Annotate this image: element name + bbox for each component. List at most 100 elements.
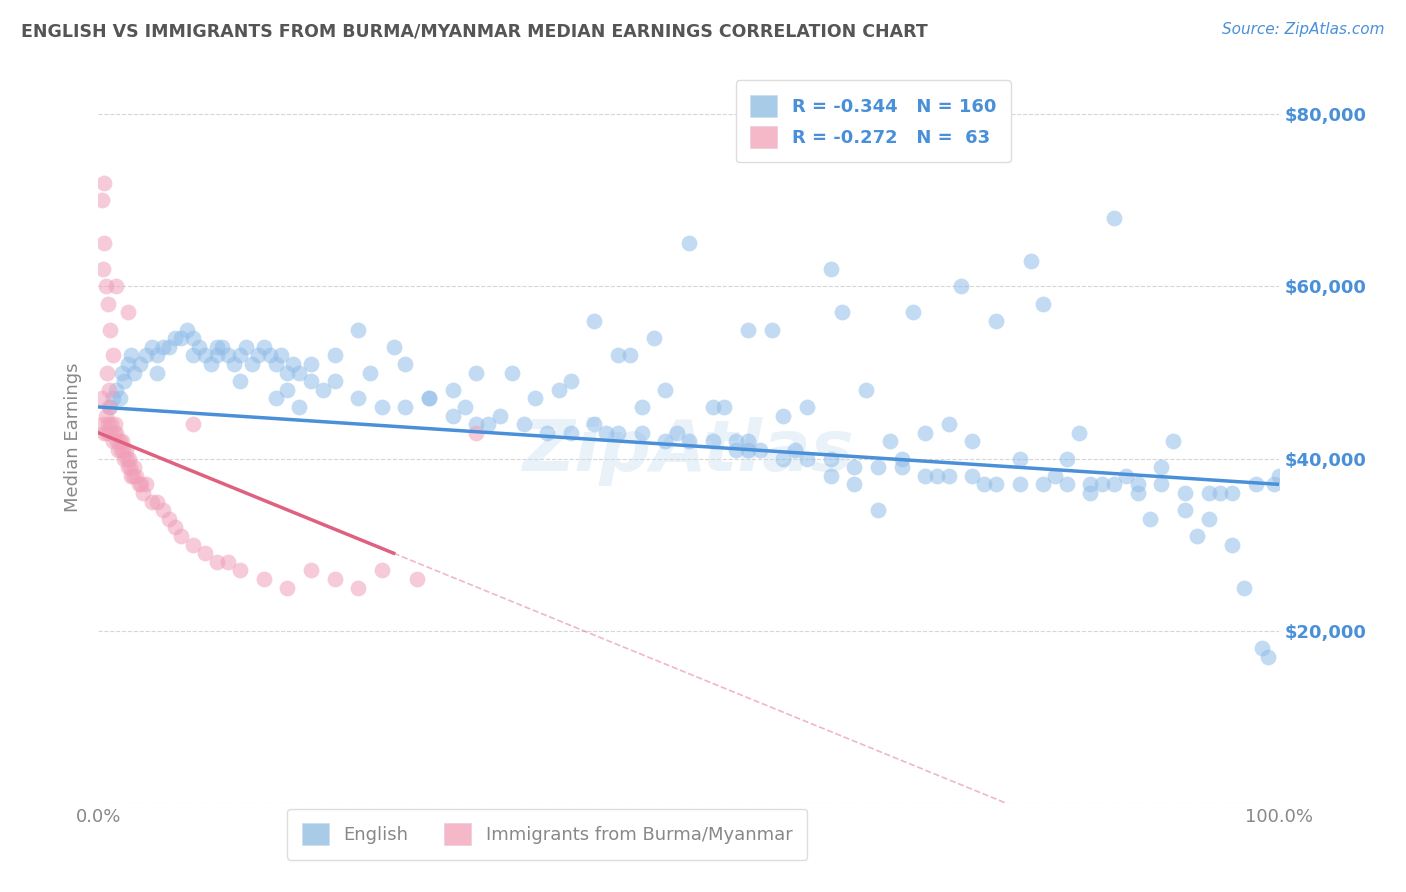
Point <box>117 305 139 319</box>
Point <box>820 468 842 483</box>
Point <box>108 392 131 406</box>
Point <box>94 409 117 423</box>
Point <box>925 468 948 483</box>
Point <box>93 176 115 190</box>
Point <box>820 451 842 466</box>
Point <box>1080 486 1102 500</box>
Point <box>607 348 630 362</box>
Point <box>371 564 394 578</box>
Point <box>105 434 128 449</box>
Point <box>465 425 488 440</box>
Point <box>114 442 136 457</box>
Point <box>101 434 124 449</box>
Point <box>91 417 114 432</box>
Point <box>211 340 233 354</box>
Point <box>654 383 676 397</box>
Point <box>394 357 416 371</box>
Point <box>108 434 131 449</box>
Point <box>253 572 276 586</box>
Text: Source: ZipAtlas.com: Source: ZipAtlas.com <box>1222 22 1385 37</box>
Point <box>748 442 770 457</box>
Point <box>1043 468 1066 483</box>
Point <box>489 409 512 423</box>
Point <box>548 383 571 397</box>
Point <box>394 400 416 414</box>
Point <box>176 322 198 336</box>
Point <box>110 442 132 457</box>
Point <box>630 400 652 414</box>
Point <box>666 425 689 440</box>
Point <box>938 417 960 432</box>
Point <box>973 477 995 491</box>
Point <box>1091 477 1114 491</box>
Point <box>122 460 145 475</box>
Point <box>288 400 311 414</box>
Point <box>702 400 724 414</box>
Point <box>501 366 523 380</box>
Point <box>477 417 499 432</box>
Point <box>1174 503 1197 517</box>
Point <box>359 366 381 380</box>
Point <box>844 477 866 491</box>
Point <box>465 417 488 432</box>
Point <box>205 348 228 362</box>
Point <box>299 374 322 388</box>
Point <box>91 392 114 406</box>
Point <box>1032 477 1054 491</box>
Point <box>276 383 298 397</box>
Point <box>107 442 129 457</box>
Point <box>276 581 298 595</box>
Point <box>560 425 582 440</box>
Point <box>259 348 281 362</box>
Point <box>141 340 163 354</box>
Point <box>181 538 204 552</box>
Point <box>984 477 1007 491</box>
Point <box>347 322 370 336</box>
Point <box>91 262 114 277</box>
Point <box>855 383 877 397</box>
Point <box>96 425 118 440</box>
Point <box>235 340 257 354</box>
Point <box>1220 486 1243 500</box>
Point <box>796 451 818 466</box>
Point <box>224 357 246 371</box>
Point <box>583 314 606 328</box>
Point <box>1257 649 1279 664</box>
Point <box>1150 477 1173 491</box>
Point <box>312 383 335 397</box>
Point <box>831 305 853 319</box>
Point <box>120 460 142 475</box>
Point <box>914 468 936 483</box>
Point <box>105 279 128 293</box>
Point <box>1174 486 1197 500</box>
Point <box>229 374 252 388</box>
Point <box>890 460 912 475</box>
Point <box>1032 296 1054 310</box>
Point <box>1263 477 1285 491</box>
Point <box>270 348 292 362</box>
Point <box>949 279 972 293</box>
Point <box>205 340 228 354</box>
Point <box>1008 451 1031 466</box>
Point <box>165 331 187 345</box>
Legend: English, Immigrants from Burma/Myanmar: English, Immigrants from Burma/Myanmar <box>287 809 807 860</box>
Point <box>866 503 889 517</box>
Point <box>94 279 117 293</box>
Point <box>217 348 239 362</box>
Point <box>1056 477 1078 491</box>
Point <box>98 322 121 336</box>
Y-axis label: Median Earnings: Median Earnings <box>65 362 83 512</box>
Point <box>299 564 322 578</box>
Point <box>583 417 606 432</box>
Point <box>453 400 475 414</box>
Point <box>91 194 114 208</box>
Point <box>1198 486 1220 500</box>
Point <box>866 460 889 475</box>
Point <box>844 460 866 475</box>
Point <box>93 236 115 251</box>
Point <box>98 383 121 397</box>
Point <box>1161 434 1184 449</box>
Point <box>418 392 440 406</box>
Point <box>737 322 759 336</box>
Point <box>1102 211 1125 225</box>
